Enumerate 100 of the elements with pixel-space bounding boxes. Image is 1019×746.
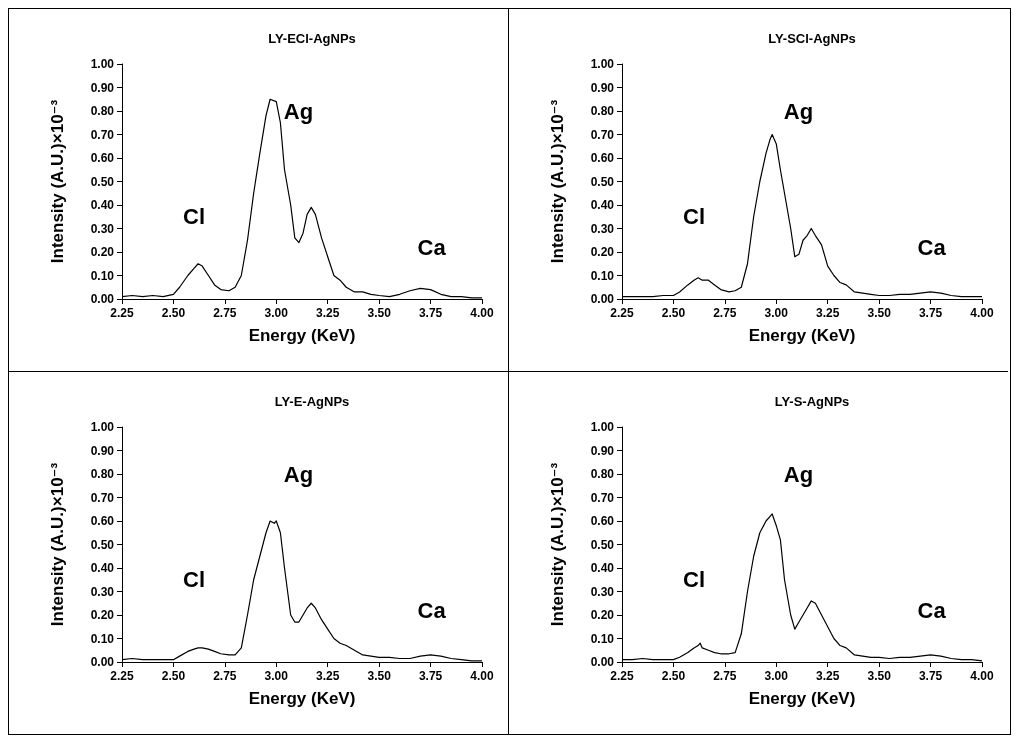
- x-tick-label: 2.75: [213, 306, 237, 320]
- y-tick-label: 0.10: [590, 268, 615, 283]
- x-tick-label: 3.00: [264, 669, 289, 683]
- y-tick-label: 0.40: [90, 561, 115, 575]
- annotation: Ag: [283, 98, 314, 124]
- x-tick-label: 3.50: [867, 306, 892, 320]
- x-tick-label: 2.50: [161, 306, 186, 320]
- y-tick-label: 0.30: [90, 584, 115, 599]
- y-tick-label: 0.70: [90, 127, 115, 142]
- y-tick-label: 0.20: [90, 245, 115, 259]
- chart-title: LY-SCl-AgNPs: [768, 31, 856, 46]
- annotation: Ag: [783, 461, 814, 487]
- x-tick-label: 2.25: [110, 306, 134, 320]
- annotation: Ca: [917, 597, 947, 623]
- x-tick-label: 3.75: [918, 669, 943, 683]
- y-axis-title: Intensity (A.U.)×10⁻³: [48, 99, 67, 264]
- annotation: Ca: [417, 234, 447, 260]
- y-tick-label: 1.00: [90, 420, 115, 434]
- annotation: Ag: [283, 461, 314, 487]
- y-axis-title: Intensity (A.U.)×10⁻³: [48, 462, 67, 627]
- x-tick-label: 2.25: [610, 669, 634, 683]
- y-tick-label: 0.00: [90, 655, 115, 669]
- y-tick-label: 0.10: [90, 268, 115, 283]
- y-tick-label: 0.80: [590, 467, 615, 481]
- x-tick-label: 3.75: [918, 306, 943, 320]
- y-tick-label: 0.40: [90, 198, 115, 212]
- x-tick-label: 2.50: [661, 306, 686, 320]
- y-tick-label: 0.60: [590, 514, 615, 528]
- x-tick-label: 3.25: [316, 669, 340, 683]
- x-tick-label: 4.00: [970, 669, 994, 683]
- chart-title: LY-S-AgNPs: [774, 394, 850, 409]
- x-tick-label: 2.75: [713, 306, 737, 320]
- y-axis-title: Intensity (A.U.)×10⁻³: [548, 462, 567, 627]
- x-axis-title: Energy (KeV): [248, 689, 356, 708]
- y-tick-label: 0.60: [590, 151, 615, 165]
- y-tick-label: 0.80: [590, 104, 615, 118]
- x-tick-label: 2.25: [110, 669, 134, 683]
- x-axis-title: Energy (KeV): [748, 689, 856, 708]
- y-tick-label: 1.00: [90, 57, 115, 71]
- y-tick-label: 0.30: [590, 221, 615, 236]
- x-tick-label: 3.75: [418, 306, 443, 320]
- annotation: Cl: [683, 567, 705, 593]
- x-tick-label: 4.00: [470, 306, 494, 320]
- x-tick-label: 3.00: [764, 306, 789, 320]
- chart-title: LY-E-AgNPs: [274, 394, 350, 409]
- annotation: Cl: [683, 204, 705, 230]
- y-axis-title: Intensity (A.U.)×10⁻³: [548, 99, 567, 264]
- y-tick-label: 0.10: [590, 631, 615, 646]
- x-tick-label: 3.25: [816, 306, 840, 320]
- chart-title: LY-ECl-AgNPs: [268, 31, 356, 46]
- x-tick-label: 4.00: [970, 306, 994, 320]
- y-tick-label: 0.50: [590, 174, 615, 189]
- x-tick-label: 3.00: [264, 306, 289, 320]
- x-axis-title: Energy (KeV): [748, 326, 856, 345]
- y-tick-label: 0.60: [90, 514, 115, 528]
- x-tick-label: 2.75: [213, 669, 237, 683]
- annotation: Ca: [917, 234, 947, 260]
- y-tick-label: 0.20: [90, 608, 115, 622]
- x-tick-label: 3.00: [764, 669, 789, 683]
- x-tick-label: 2.25: [610, 306, 634, 320]
- y-tick-label: 0.20: [590, 608, 615, 622]
- y-tick-label: 0.50: [590, 537, 615, 552]
- y-tick-label: 0.90: [590, 443, 615, 458]
- x-tick-label: 3.75: [418, 669, 443, 683]
- x-tick-label: 2.50: [661, 669, 686, 683]
- y-tick-label: 0.30: [90, 221, 115, 236]
- y-tick-label: 0.70: [90, 490, 115, 505]
- y-tick-label: 1.00: [590, 420, 615, 434]
- annotation: Cl: [183, 567, 205, 593]
- y-tick-label: 0.80: [90, 467, 115, 481]
- y-tick-label: 1.00: [590, 57, 615, 71]
- y-tick-label: 0.40: [590, 561, 615, 575]
- x-tick-label: 3.50: [367, 669, 392, 683]
- y-tick-label: 0.90: [90, 443, 115, 458]
- annotation: Ca: [417, 597, 447, 623]
- y-tick-label: 0.90: [590, 80, 615, 95]
- y-tick-label: 0.00: [590, 655, 615, 669]
- annotation: Cl: [183, 204, 205, 230]
- y-tick-label: 0.60: [90, 151, 115, 165]
- y-tick-label: 0.70: [590, 490, 615, 505]
- y-tick-label: 0.90: [90, 80, 115, 95]
- y-tick-label: 0.50: [90, 174, 115, 189]
- x-tick-label: 3.50: [367, 306, 392, 320]
- y-tick-label: 0.10: [90, 631, 115, 646]
- y-tick-label: 0.00: [590, 292, 615, 306]
- x-tick-label: 3.25: [316, 306, 340, 320]
- x-axis-title: Energy (KeV): [248, 326, 356, 345]
- y-tick-label: 0.40: [590, 198, 615, 212]
- annotation: Ag: [783, 98, 814, 124]
- y-tick-label: 0.50: [90, 537, 115, 552]
- y-tick-label: 0.00: [90, 292, 115, 306]
- y-tick-label: 0.80: [90, 104, 115, 118]
- x-tick-label: 3.25: [816, 669, 840, 683]
- y-tick-label: 0.30: [590, 584, 615, 599]
- y-tick-label: 0.20: [590, 245, 615, 259]
- x-tick-label: 3.50: [867, 669, 892, 683]
- x-tick-label: 2.75: [713, 669, 737, 683]
- x-tick-label: 4.00: [470, 669, 494, 683]
- x-tick-label: 2.50: [161, 669, 186, 683]
- y-tick-label: 0.70: [590, 127, 615, 142]
